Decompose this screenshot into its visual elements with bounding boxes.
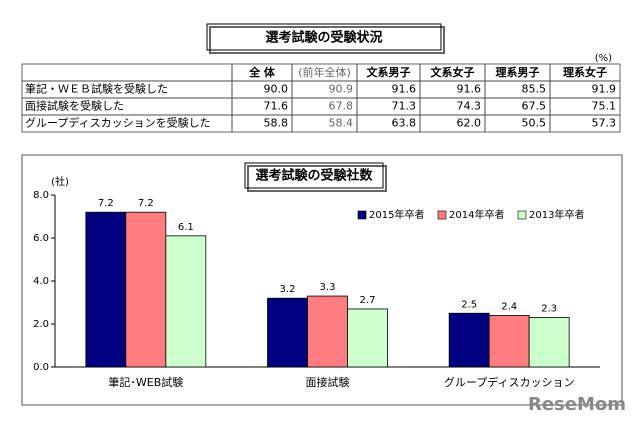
table-value: 57.3 xyxy=(592,117,617,130)
row-label: 面接試験を受験した xyxy=(25,99,124,113)
row-label: 筆記・ＷＥＢ試験を受験した xyxy=(25,82,168,96)
y-tick-label: 6.0 xyxy=(33,233,49,244)
bar xyxy=(347,308,388,368)
chart-title: 選考試験の受験社数 xyxy=(255,168,373,184)
x-tick-label: グループディスカッション xyxy=(444,375,575,389)
table-cell xyxy=(21,63,233,82)
bar xyxy=(267,297,308,368)
legend-swatch xyxy=(437,210,447,220)
table-header: (前年全体) xyxy=(298,65,351,79)
y-tick-label: 8.0 xyxy=(33,190,49,201)
table-value: 50.5 xyxy=(522,117,547,130)
table-value: 71.6 xyxy=(264,100,289,113)
table-value: 67.5 xyxy=(522,100,547,113)
value-label: 2.7 xyxy=(360,295,376,306)
table-header: 理系女子 xyxy=(563,65,607,79)
legend-swatch xyxy=(517,210,527,220)
y-axis-label: (社) xyxy=(51,175,69,188)
value-label: 6.1 xyxy=(178,222,194,233)
value-label: 3.2 xyxy=(280,284,296,295)
x-tick-label: 筆記･WEB試験 xyxy=(108,375,183,389)
chart: 0.0 2.0 4.0 6.0 8.0 筆記･WEB試験 7.2 7.2 6.1 面接試験 3.2 3… xyxy=(33,190,600,389)
bar xyxy=(488,314,530,368)
table-value: 58.8 xyxy=(264,117,289,130)
legend-label: 2015年卒者 xyxy=(369,208,424,221)
chart-frame xyxy=(21,154,623,406)
table-value: 91.6 xyxy=(392,83,417,96)
table-value: 67.8 xyxy=(329,100,354,113)
table-cell xyxy=(549,114,621,133)
table-value: 90.9 xyxy=(329,83,354,96)
table-header: 理系男子 xyxy=(496,65,540,79)
value-label: 3.3 xyxy=(320,282,336,293)
table-value: 91.6 xyxy=(457,83,482,96)
table-value: 58.4 xyxy=(329,117,354,130)
table-header: 文系女子 xyxy=(431,65,475,79)
watermark: ReseMom xyxy=(528,394,626,415)
bar xyxy=(528,317,570,368)
table-title-box xyxy=(206,23,442,51)
y-tick-label: 2.0 xyxy=(33,319,49,330)
x-tick-label: 面接試験 xyxy=(306,375,350,389)
bar xyxy=(448,312,490,368)
value-label: 7.2 xyxy=(138,198,154,209)
table-header: 全 体 xyxy=(248,65,276,79)
bar xyxy=(125,211,167,368)
legend-label: 2014年卒者 xyxy=(449,208,504,221)
table-value: 90.0 xyxy=(264,83,289,96)
table-value: 62.0 xyxy=(457,117,482,130)
value-label: 2.3 xyxy=(541,304,557,315)
row-label: グループディスカッションを受験した xyxy=(25,116,211,130)
table-value: 74.3 xyxy=(457,100,482,113)
table-value: 71.3 xyxy=(392,100,417,113)
table-value: 63.8 xyxy=(392,117,417,130)
chart-title-shadow xyxy=(247,165,387,192)
value-label: 2.4 xyxy=(501,301,517,312)
table-value: 85.5 xyxy=(522,83,547,96)
bar xyxy=(85,211,127,368)
y-tick-label: 0.0 xyxy=(33,362,49,373)
value-label: 7.2 xyxy=(98,198,114,209)
bar xyxy=(165,235,207,368)
bar xyxy=(307,295,348,368)
legend-label: 2013年卒者 xyxy=(529,208,584,221)
legend-swatch xyxy=(357,210,367,220)
table-title: 選考試験の受験状況 xyxy=(265,30,382,46)
table-value: 75.1 xyxy=(592,100,617,113)
table-value: 91.9 xyxy=(592,83,617,96)
table-header: 文系男子 xyxy=(367,65,411,79)
value-label: 2.5 xyxy=(461,299,477,310)
y-tick-label: 4.0 xyxy=(33,276,49,287)
chart-title-box xyxy=(244,162,384,189)
table-unit: (%) xyxy=(595,53,612,64)
table-title-shadow xyxy=(209,26,445,54)
